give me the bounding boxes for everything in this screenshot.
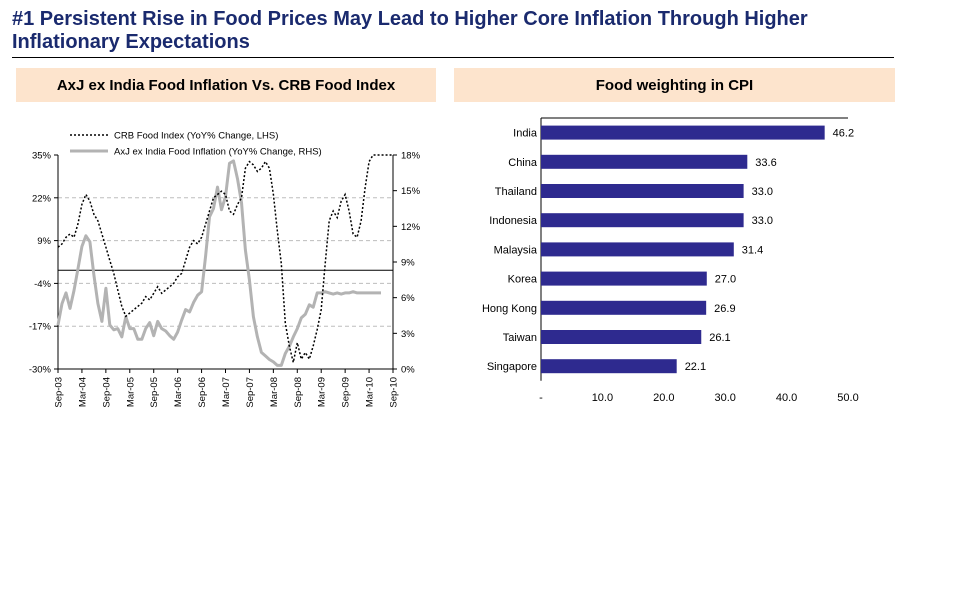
bar-value-label: 27.0: [715, 274, 736, 286]
legend-label-axj: AxJ ex India Food Inflation (YoY% Change…: [114, 147, 322, 158]
bar-x-tick-label: 40.0: [776, 392, 797, 404]
x-tick-label: Sep-05: [149, 377, 160, 408]
bar: [541, 213, 744, 228]
y-right-tick-label: 12%: [401, 222, 421, 233]
x-tick-label: Mar-06: [173, 377, 184, 407]
bar-value-label: 26.9: [714, 303, 735, 315]
y-right-tick-label: 0%: [401, 365, 415, 376]
legend-label-crb: CRB Food Index (YoY% Change, LHS): [114, 131, 278, 142]
bar: [541, 242, 734, 257]
y-right-tick-label: 9%: [401, 258, 415, 269]
bar-category-label: Korea: [508, 274, 538, 286]
y-left-tick-label: 22%: [32, 193, 52, 204]
x-tick-label: Sep-09: [341, 377, 352, 408]
y-left-tick-label: -30%: [29, 365, 52, 376]
bar-value-label: 33.0: [752, 186, 773, 198]
bar-category-label: India: [513, 128, 538, 140]
bar: [541, 154, 748, 169]
bar-category-label: Thailand: [495, 186, 537, 198]
bar-value-label: 46.2: [833, 128, 854, 140]
bar-category-label: Taiwan: [503, 332, 537, 344]
bar-category-label: China: [508, 157, 538, 169]
bar: [541, 271, 707, 286]
line-chart: 35%22%9%-4%-17%-30%18%15%12%9%6%3%0%Sep-…: [29, 131, 421, 408]
x-tick-label: Mar-08: [269, 377, 280, 407]
bar-x-tick-label: 50.0: [837, 392, 858, 404]
bar-x-tick-label: 30.0: [714, 392, 735, 404]
bar-chart: India 46.2 China 33.6 Thailand 33.0 Indonesia 3…: [482, 117, 859, 404]
bar-category-label: Singapore: [487, 361, 537, 373]
y-right-tick-label: 3%: [401, 329, 415, 340]
x-tick-label: Mar-05: [125, 377, 136, 407]
y-left-tick-label: 35%: [32, 151, 52, 162]
y-left-tick-label: -17%: [29, 322, 52, 333]
y-right-tick-label: 6%: [401, 293, 415, 304]
x-tick-label: Mar-09: [317, 377, 328, 407]
x-tick-label: Mar-10: [365, 377, 376, 407]
x-tick-label: Sep-06: [197, 377, 208, 408]
title-divider: [12, 57, 894, 58]
x-tick-label: Sep-08: [293, 377, 304, 408]
series-line-axj: [56, 159, 381, 367]
bar: [541, 359, 677, 374]
bar-chart-header: Food weighting in CPI: [454, 68, 895, 102]
x-tick-label: Mar-04: [77, 377, 88, 407]
x-tick-label: Sep-04: [101, 377, 112, 408]
bar-category-label: Malaysia: [494, 244, 538, 256]
x-tick-label: Sep-10: [389, 377, 400, 408]
bar-value-label: 31.4: [742, 244, 763, 256]
bar-value-label: 33.0: [752, 215, 773, 227]
bar-value-label: 26.1: [709, 332, 730, 344]
bar: [541, 300, 707, 315]
y-left-tick-label: -4%: [34, 279, 51, 290]
x-tick-label: Mar-07: [221, 377, 232, 407]
bar-category-label: Indonesia: [489, 215, 538, 227]
bar: [541, 125, 825, 140]
bar: [541, 330, 702, 344]
x-tick-label: Sep-07: [245, 377, 256, 408]
bar-x-tick-label: 10.0: [592, 392, 613, 404]
x-tick-label: Sep-03: [54, 377, 65, 408]
page-title: #1 Persistent Rise in Food Prices May Le…: [12, 8, 808, 53]
bar-value-label: 33.6: [755, 157, 776, 169]
bar-x-tick-label: -: [539, 392, 543, 404]
y-left-tick-label: 9%: [37, 236, 51, 247]
bar: [541, 184, 744, 198]
bar-x-tick-label: 20.0: [653, 392, 674, 404]
line-chart-header: AxJ ex India Food Inflation Vs. CRB Food…: [16, 68, 436, 102]
series-line-crb: [57, 154, 393, 363]
y-right-tick-label: 15%: [401, 186, 421, 197]
bar-value-label: 22.1: [685, 361, 706, 373]
bar-category-label: Hong Kong: [482, 303, 537, 315]
y-right-tick-label: 18%: [401, 151, 421, 162]
